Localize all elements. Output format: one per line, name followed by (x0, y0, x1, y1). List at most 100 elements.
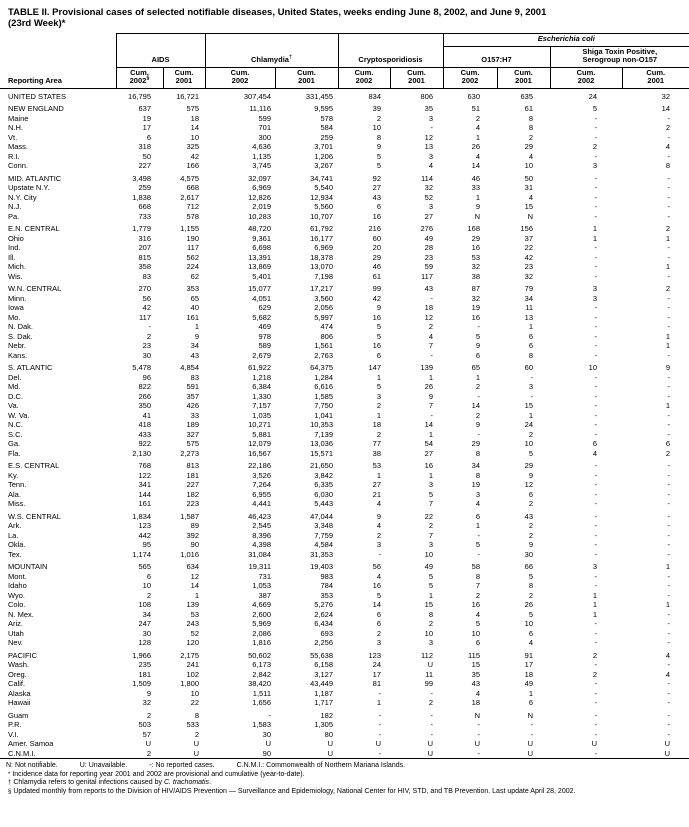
value-cell: 2 (428, 619, 434, 628)
value-cell: 4,441 (252, 499, 272, 508)
value-cell: 34 (190, 341, 200, 350)
value-cell: 247 (138, 619, 151, 628)
reporting-area-cell: Alaska (8, 688, 31, 698)
reporting-area-cell: Wyo. (8, 590, 26, 600)
value-cell: 4 (528, 151, 534, 161)
value-cell: 144 (138, 489, 151, 499)
value-cell: 276 (420, 224, 434, 233)
reporting-area-cell: Vt. (8, 132, 18, 142)
value-cell: - (594, 401, 598, 410)
value-cell: 90 (190, 540, 200, 549)
value-cell: - (594, 372, 598, 382)
value-cell: 503 (138, 720, 151, 729)
value-cell: 634 (186, 562, 200, 571)
value-cell: 2 (528, 499, 534, 508)
value-cell: 6 (146, 132, 151, 142)
value-cell: U (591, 739, 598, 748)
value-cell: 32 (142, 698, 151, 707)
value-cell: 2 (665, 284, 671, 293)
value-cell: 8 (528, 581, 534, 590)
value-cell: 6 (376, 619, 382, 628)
value-cell: 12,934 (310, 192, 334, 202)
value-cell: 1 (592, 224, 598, 233)
reporting-area-cell: N.C. (8, 420, 23, 429)
value-cell: - (530, 372, 534, 382)
value-cell: 9 (665, 363, 671, 372)
reporting-area-cell: MID. ATLANTIC (8, 173, 62, 183)
value-cell: 2 (475, 113, 481, 123)
value-cell: 43 (190, 350, 200, 360)
value-cell: 8 (528, 123, 534, 132)
value-cell: - (667, 581, 671, 590)
value-cell: - (594, 322, 598, 331)
value-cell: 3,842 (314, 470, 334, 480)
reporting-area-cell: Ariz. (8, 619, 23, 628)
value-cell: 9 (528, 540, 534, 549)
value-cell: 1,656 (252, 698, 272, 707)
value-cell: 2 (376, 628, 382, 638)
value-cell: 12,079 (248, 439, 272, 448)
value-cell: 4,636 (252, 142, 272, 151)
value-cell: 1 (428, 590, 434, 600)
value-cell: - (667, 410, 671, 420)
value-cell: 60 (524, 363, 534, 372)
table-row: NEW ENGLAND 637 575 11,116 9,595 39 35 51 61 5 14 (0, 101, 689, 114)
value-cell: 15 (524, 401, 534, 410)
value-cell: 54 (424, 439, 434, 448)
value-cell: U (427, 748, 434, 758)
value-cell: 1 (592, 233, 598, 243)
value-cell: 13,869 (248, 262, 272, 271)
value-cell: 53 (190, 609, 200, 619)
reporting-area-cell: Tex. (8, 549, 22, 559)
column-header-cum: Cum. 2001 (621, 66, 689, 89)
value-cell: 8 (528, 113, 534, 123)
value-cell: 18 (372, 420, 382, 429)
value-cell: 11,116 (249, 104, 272, 113)
value-cell: 22 (424, 511, 434, 521)
value-cell: 2,679 (252, 350, 272, 360)
value-cell: 1,053 (252, 581, 272, 590)
reporting-area-cell: Mass. (8, 142, 29, 151)
value-cell: 5 (528, 571, 534, 581)
value-cell: 6,335 (314, 480, 334, 489)
table-row: Ala. 144 182 6,955 6,030 21 5 3 6 - - (0, 490, 689, 500)
value-cell: 15 (424, 600, 434, 609)
value-cell: 5 (376, 382, 382, 391)
value-cell: 12,826 (248, 192, 272, 202)
value-cell: 2 (475, 382, 481, 391)
value-cell: 8,396 (252, 530, 272, 540)
table-row: S. Dak. 2 9 978 806 5 4 5 6 - 1 (0, 332, 689, 342)
value-cell: 37 (524, 233, 534, 243)
value-cell: 4 (428, 161, 434, 170)
value-cell: 353 (320, 590, 334, 600)
value-cell: 2 (475, 410, 481, 420)
value-cell: 19,403 (310, 562, 334, 571)
reporting-area-cell: Wis. (8, 271, 23, 281)
value-cell: 9 (475, 420, 481, 429)
value-cell: 168 (467, 224, 481, 233)
value-cell: 14 (471, 401, 481, 410)
table-row: Upstate N.Y. 259 668 6,969 5,540 27 32 33 31 - - (0, 183, 689, 193)
value-cell: 16 (471, 312, 481, 322)
value-cell: 2,175 (180, 650, 200, 660)
value-cell: 43 (372, 192, 382, 202)
value-cell: 2 (528, 590, 534, 600)
value-cell: 16,177 (310, 233, 334, 243)
value-cell: 23 (524, 262, 534, 271)
table-section: E.N. CENTRAL 1,779 1,155 48,720 61,792 216 276… (0, 221, 689, 281)
value-cell: - (667, 132, 671, 142)
table-row: N.J. 668 712 2,019 5,560 6 3 9 15 - - (0, 202, 689, 212)
value-cell: - (667, 461, 671, 470)
table-row: N. Mex. 34 53 2,600 2,624 6 8 4 5 1 - (0, 610, 689, 620)
value-cell: - (530, 720, 534, 729)
value-cell: 270 (138, 284, 151, 293)
value-cell: 1,284 (314, 372, 334, 382)
value-cell: 1,838 (132, 192, 151, 202)
value-cell: 5 (475, 331, 481, 341)
value-cell: - (594, 470, 598, 480)
value-cell: - (378, 710, 382, 720)
value-cell: 14 (424, 420, 434, 429)
table-section: PACIFIC 1,966 2,175 50,602 55,638 123 112 115 91… (0, 648, 689, 708)
value-cell: 474 (320, 322, 334, 331)
value-cell: 5,997 (314, 312, 334, 322)
